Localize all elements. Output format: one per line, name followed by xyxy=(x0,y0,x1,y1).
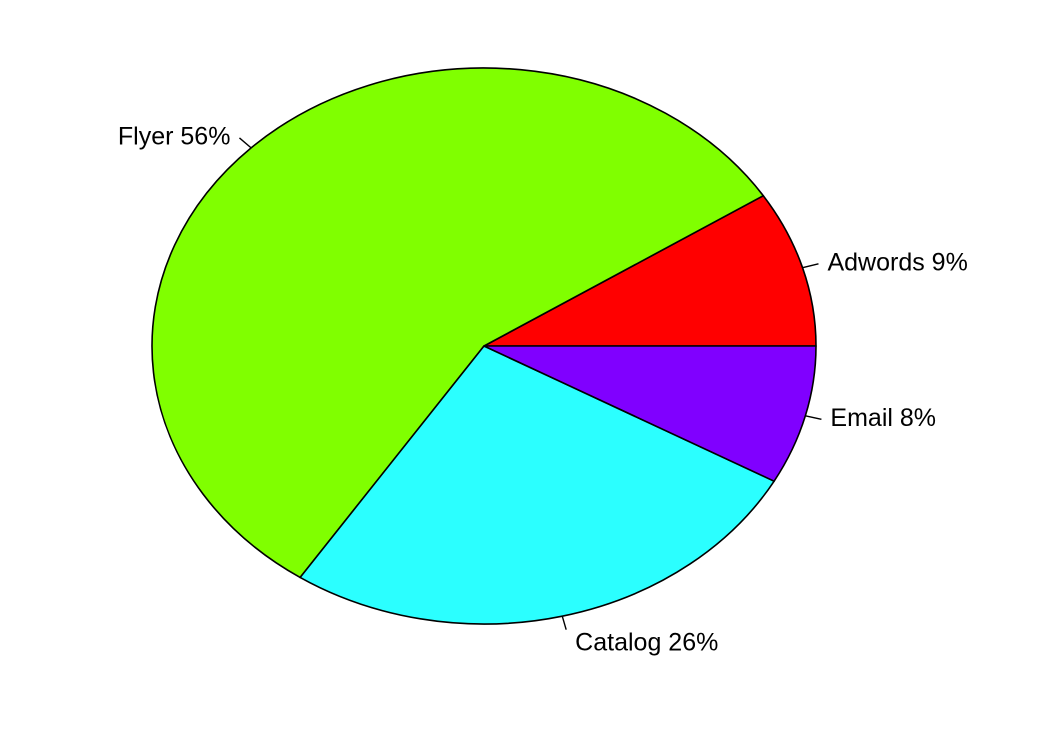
pie-slice-adwords xyxy=(483,194,817,347)
leader-line-flyer xyxy=(239,137,252,149)
pie-slices xyxy=(151,67,817,625)
slice-label-flyer: Flyer 56% xyxy=(118,123,231,151)
pie-slice-catalog xyxy=(299,345,775,625)
pie-leader-lines xyxy=(239,137,822,630)
slice-label-adwords: Adwords 9% xyxy=(827,248,967,276)
leader-line-email xyxy=(805,415,822,420)
pie-labels: Adwords 9% Flyer 56% Catalog 26% Email 8% xyxy=(118,123,968,657)
slice-label-catalog: Catalog 26% xyxy=(575,629,718,657)
slice-label-email: Email 8% xyxy=(830,404,936,432)
leader-line-adwords xyxy=(802,263,819,269)
leader-line-catalog xyxy=(561,615,567,630)
